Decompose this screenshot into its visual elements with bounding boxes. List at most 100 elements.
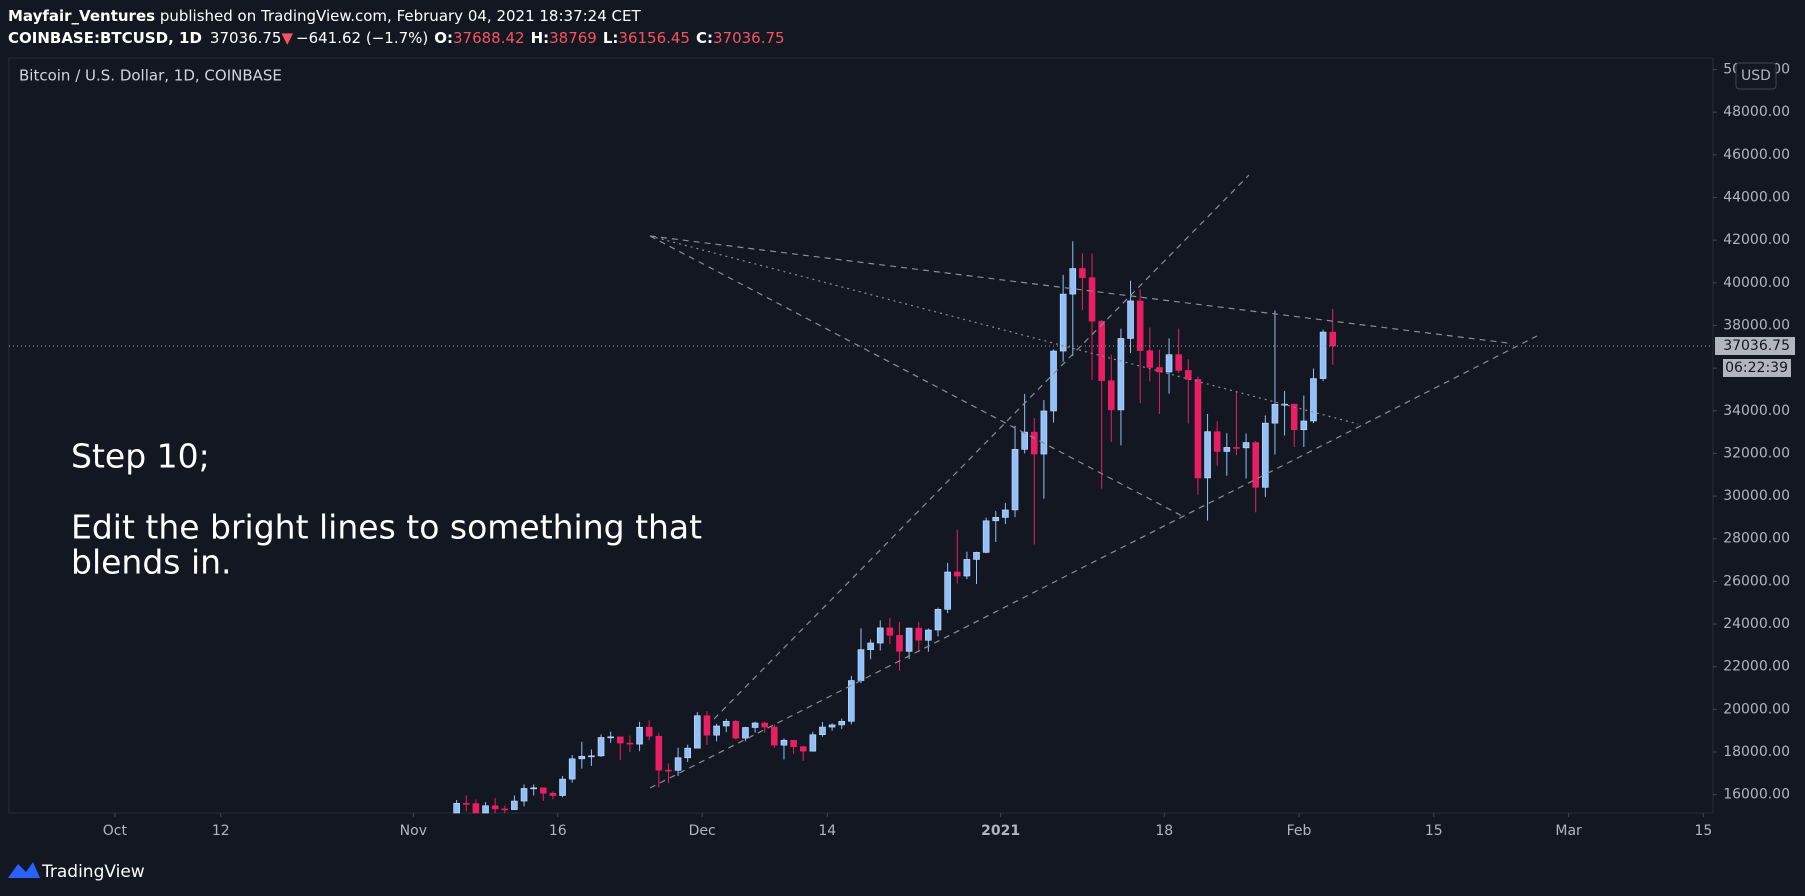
- y-tick-label: 20000.00: [1723, 701, 1790, 717]
- candle-body: [742, 727, 749, 739]
- candle-body: [761, 722, 769, 728]
- y-tick-label: 30000.00: [1723, 488, 1790, 504]
- x-tick-label: 18: [1155, 823, 1173, 839]
- low-label: L:: [603, 29, 619, 47]
- author: Mayfair_Ventures: [8, 7, 155, 25]
- candle-body: [1127, 300, 1134, 339]
- y-tick-label: 42000.00: [1723, 232, 1790, 248]
- candle-body: [1300, 420, 1308, 431]
- candle-body: [674, 757, 682, 771]
- candle-body: [1107, 380, 1115, 411]
- candle-body: [1069, 268, 1077, 295]
- candle-body: [1281, 403, 1288, 406]
- close-value: 37036.75: [713, 29, 785, 47]
- candle-body: [896, 635, 903, 652]
- candle-body: [819, 726, 826, 736]
- candle-body: [982, 520, 990, 553]
- y-tick-label: 24000.00: [1723, 616, 1790, 632]
- candle-body: [992, 517, 1000, 522]
- candle-body: [559, 778, 566, 796]
- candle-body: [694, 715, 701, 749]
- high-label: H:: [531, 29, 550, 47]
- candle-body: [1146, 350, 1154, 368]
- candle-body: [1059, 293, 1067, 352]
- y-tick-label: 34000.00: [1723, 403, 1790, 419]
- candle-body: [1098, 320, 1105, 381]
- candle-body: [636, 726, 643, 745]
- candle-body: [1117, 338, 1125, 411]
- candle-body: [520, 788, 528, 802]
- candle-body: [771, 726, 778, 746]
- x-tick-label: 16: [549, 823, 567, 839]
- candle-body: [1204, 431, 1211, 479]
- trend-line: [649, 235, 1359, 425]
- high-value: 38769: [549, 29, 597, 47]
- candle-body: [732, 720, 740, 739]
- y-tick-label: 38000.00: [1723, 317, 1790, 333]
- trend-line: [649, 335, 1538, 789]
- brand: TradingView: [41, 862, 145, 882]
- x-tick-label: 14: [818, 823, 836, 839]
- y-tick-label: 16000.00: [1723, 787, 1790, 803]
- down-arrow: ▼: [281, 29, 293, 47]
- candle-body: [934, 609, 942, 631]
- candle-body: [1185, 370, 1192, 380]
- candle-body: [886, 627, 894, 636]
- change: −641.62 (−1.7%): [296, 29, 428, 47]
- candle-body: [963, 559, 971, 577]
- candle-body: [549, 792, 557, 796]
- currency-box: [1735, 62, 1777, 90]
- candle-body: [780, 739, 788, 746]
- candle-body: [645, 726, 653, 737]
- candle-body: [491, 805, 499, 810]
- candle-body: [482, 805, 489, 814]
- candle-body: [751, 722, 759, 728]
- candle-body: [1011, 449, 1019, 511]
- candle-body: [1079, 268, 1086, 278]
- y-tick-label: 40000.00: [1723, 275, 1790, 291]
- open-value: 37688.42: [453, 29, 525, 47]
- y-tick-label: 44000.00: [1723, 189, 1790, 205]
- plot: [9, 241, 1713, 814]
- candle-body: [511, 800, 518, 810]
- candle-body: [876, 627, 884, 644]
- candle-body: [953, 571, 961, 577]
- candle-body: [1329, 331, 1337, 347]
- x-tick-label: Feb: [1287, 823, 1312, 839]
- candle-body: [568, 758, 576, 780]
- candle-body: [905, 627, 913, 652]
- candle-body: [790, 739, 797, 747]
- candle-body: [944, 571, 951, 610]
- y-tick-label: 48000.00: [1723, 104, 1790, 120]
- x-tick-label: Mar: [1555, 823, 1582, 839]
- candle-body: [1136, 300, 1144, 351]
- candle-body: [1213, 431, 1221, 452]
- annotation-step: Step 10;: [71, 437, 210, 476]
- candle-body: [1194, 379, 1202, 479]
- candle-body: [1223, 447, 1231, 452]
- trend-lines: [649, 174, 1538, 789]
- candle-body: [453, 803, 460, 814]
- candle-body: [1242, 442, 1250, 449]
- y-tick-label: 32000.00: [1723, 445, 1790, 461]
- candle-body: [655, 735, 663, 771]
- header-line1: Mayfair_Ventures published on TradingVie…: [8, 7, 641, 25]
- open-label: O:: [434, 29, 453, 47]
- candle-body: [1319, 331, 1327, 379]
- candle-body: [1290, 403, 1298, 431]
- published: published on TradingView.com, February 0…: [155, 7, 641, 25]
- candle-body: [1002, 509, 1009, 518]
- annotation-line1: Edit the bright lines to something that: [71, 508, 702, 547]
- candle-body: [1021, 431, 1028, 450]
- candle-body: [1165, 354, 1173, 373]
- candle-body: [539, 787, 547, 794]
- last-price-box: [1715, 336, 1795, 355]
- candle-body: [973, 552, 980, 560]
- candle-body: [1030, 431, 1038, 455]
- candle-body: [626, 742, 634, 745]
- x-tick-label: Nov: [400, 823, 427, 839]
- currency-label: USD: [1741, 68, 1771, 84]
- candle-body: [809, 734, 817, 752]
